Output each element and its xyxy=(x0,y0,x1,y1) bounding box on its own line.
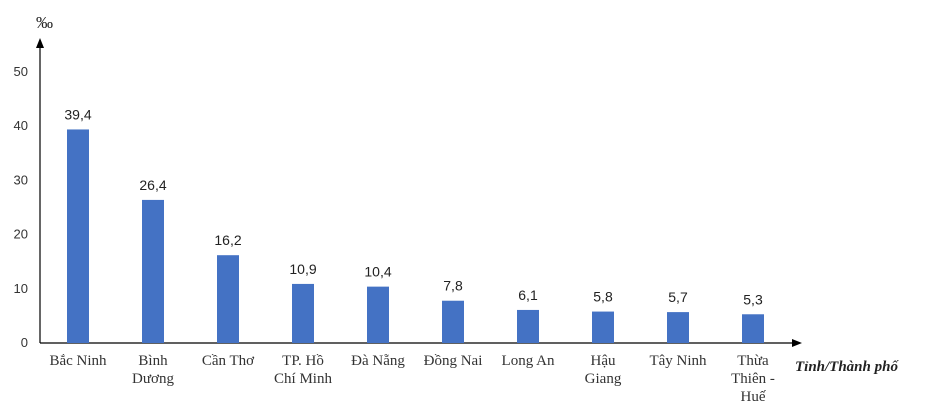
y-tick-label: 50 xyxy=(14,64,28,79)
data-label: 10,9 xyxy=(289,261,316,277)
category-label: Cần Thơ xyxy=(202,353,255,369)
data-label: 26,4 xyxy=(139,177,166,193)
y-axis-arrow xyxy=(36,38,44,48)
bar xyxy=(142,199,164,343)
axes xyxy=(36,38,802,347)
y-axis-unit-label: ‰ xyxy=(36,13,53,32)
y-tick-label: 20 xyxy=(14,227,28,242)
category-label: Bình Dương xyxy=(132,353,174,387)
bar xyxy=(517,309,539,343)
data-label: 6,1 xyxy=(518,287,538,303)
bar xyxy=(367,286,389,343)
category-label: Thừa Thiên -Huế xyxy=(731,353,775,402)
data-label: 5,7 xyxy=(668,289,688,305)
data-label: 16,2 xyxy=(214,232,241,248)
bar xyxy=(292,283,314,343)
bar xyxy=(442,300,464,343)
x-axis-arrow xyxy=(792,339,802,347)
x-axis-title: Tỉnh/Thành phố xyxy=(795,359,899,375)
bar xyxy=(67,129,89,343)
data-label: 5,8 xyxy=(593,289,613,305)
category-labels: Bắc Ninh Bình Dương Cần Thơ TP. Hồ Chí Minh Đà… xyxy=(49,353,774,402)
category-label: Bắc Ninh xyxy=(49,353,107,369)
bar xyxy=(592,311,614,343)
data-label: 7,8 xyxy=(443,278,463,294)
bar xyxy=(667,312,689,343)
bar xyxy=(742,314,764,343)
y-tick-label: 10 xyxy=(14,281,28,296)
category-label: Đồng Nai xyxy=(424,353,483,369)
y-tick-label: 0 xyxy=(21,335,28,350)
bars xyxy=(67,129,764,343)
data-label: 5,3 xyxy=(743,291,763,307)
y-tick-label: 40 xyxy=(14,118,28,133)
category-label: Hậu Giang xyxy=(585,353,622,387)
data-label: 10,4 xyxy=(364,264,391,280)
y-tick-label: 30 xyxy=(14,172,28,187)
category-label: Đà Nẵng xyxy=(351,353,405,369)
bar xyxy=(217,255,239,343)
y-tick-labels: 0 10 20 30 40 50 xyxy=(14,64,28,350)
data-label: 39,4 xyxy=(64,106,91,122)
category-label: Long An xyxy=(502,353,555,369)
category-label: TP. Hồ Chí Minh xyxy=(274,353,332,387)
data-labels: 39,4 26,4 16,2 10,9 10,4 7,8 6,1 5,8 5,7 5,3 xyxy=(64,106,763,307)
category-label: Tây Ninh xyxy=(649,353,707,369)
